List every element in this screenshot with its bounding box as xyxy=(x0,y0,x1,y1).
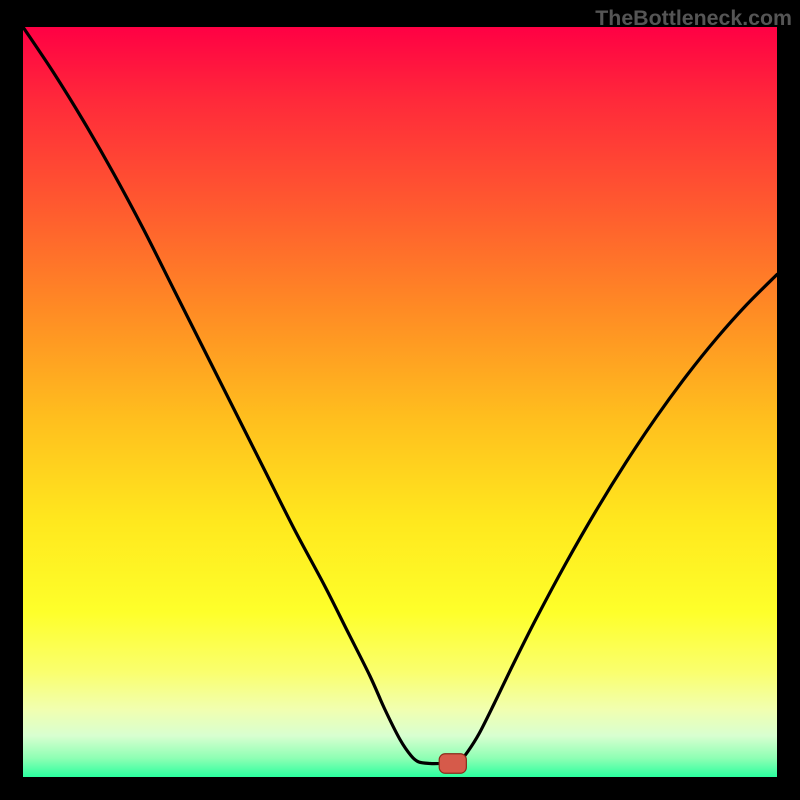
optimal-marker xyxy=(439,754,466,774)
gradient-background xyxy=(23,27,777,777)
chart-container: TheBottleneck.com xyxy=(0,0,800,800)
watermark-text: TheBottleneck.com xyxy=(595,6,792,31)
plot-area xyxy=(23,27,777,777)
